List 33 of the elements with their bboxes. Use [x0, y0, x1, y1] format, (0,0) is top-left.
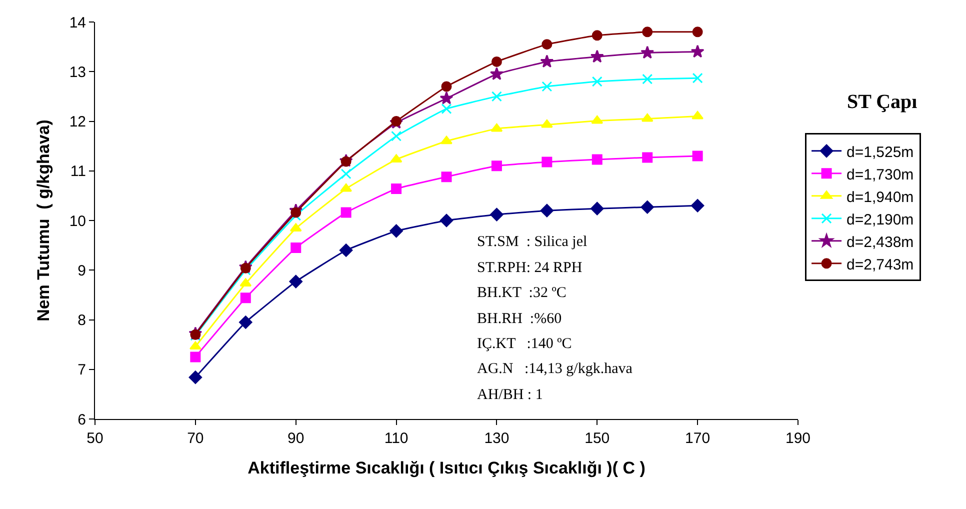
- y-tick-label: 10: [69, 212, 86, 230]
- x-tick-label: 130: [484, 430, 510, 447]
- x-tick-label: 90: [288, 430, 304, 447]
- x-axis-title: Aktifleştirme Sıcaklığı ( Isıtıcı Çıkış Sıcaklığı )( C ): [248, 458, 646, 478]
- legend-label: d=1,525m: [846, 144, 914, 161]
- x-tick-label: 170: [685, 430, 710, 447]
- legend-label: d=1,940m: [846, 188, 914, 206]
- y-tick-label: 7: [78, 362, 86, 379]
- y-tick-label: 11: [70, 163, 86, 180]
- annotation: ST.RPH: 24 RPH: [477, 260, 582, 276]
- annotation: ST.SM : Silica jel: [477, 234, 588, 250]
- legend-label: d=2,190m: [846, 211, 914, 228]
- y-tick-label: 12: [69, 114, 86, 130]
- annotation: AH/BH : 1: [477, 387, 543, 403]
- y-tick-label: 9: [78, 262, 86, 280]
- x-tick-label: 190: [785, 430, 811, 447]
- x-tick-label: 110: [384, 430, 408, 447]
- x-tick-label: 50: [86, 430, 104, 447]
- y-tick-label: 6: [78, 411, 86, 428]
- x-tick-label: 150: [584, 430, 610, 447]
- legend-label: d=2,743m: [846, 256, 914, 274]
- annotation: BH.KT :32 ºC: [477, 285, 566, 301]
- y-tick-label: 14: [69, 14, 86, 32]
- legend-label: d=1,730m: [846, 166, 914, 184]
- annotation: IÇ.KT :140 ºC: [477, 336, 572, 352]
- y-axis-title: Nem Tutumu ( g/kghava): [34, 120, 53, 322]
- y-tick-label: 13: [69, 64, 86, 81]
- y-tick-label: 8: [78, 312, 86, 329]
- annotation: AG.N :14,13 g/kgk.hava: [477, 361, 633, 377]
- legend-label: d=2,438m: [846, 234, 914, 251]
- x-tick-label: 70: [187, 430, 204, 447]
- legend-title: ST Çapı: [847, 91, 918, 113]
- annotation: BH.RH :%60: [477, 311, 562, 327]
